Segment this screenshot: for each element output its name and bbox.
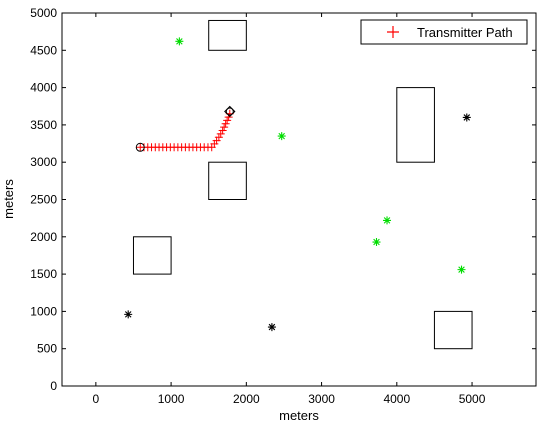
y-tick-label: 2500: [30, 193, 57, 207]
obstacle-rect-3: [132, 236, 172, 275]
green-star-point: [277, 132, 286, 141]
y-tick-label: 3000: [30, 155, 57, 169]
y-tick-label: 4500: [30, 43, 57, 57]
x-tick-label: 1000: [158, 392, 185, 406]
green-star-point: [372, 238, 381, 247]
x-tick-label: 5000: [459, 392, 486, 406]
obstacle-rect-2: [208, 161, 247, 200]
obstacle-rect-4: [396, 87, 435, 163]
x-tick-label: 0: [93, 392, 100, 406]
path-point: [218, 126, 227, 135]
black-star-point: [267, 323, 276, 332]
rectangles-layer: [132, 19, 473, 350]
y-tick-label: 1000: [30, 304, 57, 318]
stars-layer: [124, 37, 471, 332]
legend: Transmitter Path: [360, 19, 528, 45]
green-star-point: [175, 37, 184, 46]
y-tick-label: 1500: [30, 267, 57, 281]
path-end-circle: [225, 107, 234, 116]
x-tick-label: 2000: [233, 392, 260, 406]
transmitter-path-layer: [135, 105, 236, 152]
plot-area: [61, 12, 537, 387]
path-point: [214, 133, 223, 142]
path-point: [221, 119, 230, 128]
green-star-point: [383, 216, 392, 225]
y-tick-label: 0: [50, 379, 57, 393]
path-point: [216, 129, 225, 138]
y-tick-label: 500: [37, 342, 57, 356]
green-star-point: [457, 265, 466, 274]
path-start-circle: [135, 142, 145, 152]
axis-ticks-layer: 0 1000 2000 3000 4000 5000 0 500 1000 1500 2000 250…: [30, 6, 536, 406]
y-tick-label: 5000: [30, 6, 57, 20]
black-star-point: [462, 113, 471, 122]
legend-plus-marker: [387, 26, 399, 38]
black-star-point: [124, 310, 133, 319]
path-point: [220, 123, 229, 132]
obstacle-rect-1: [208, 19, 247, 51]
y-tick-label: 4000: [30, 81, 57, 95]
obstacle-rect-5: [433, 310, 473, 350]
legend-label: Transmitter Path: [417, 25, 513, 40]
y-tick-label: 2000: [30, 230, 57, 244]
x-axis-label: meters: [279, 408, 319, 423]
x-tick-label: 3000: [308, 392, 335, 406]
y-tick-label: 3500: [30, 118, 57, 132]
x-tick-label: 4000: [383, 392, 410, 406]
y-axis-label: meters: [1, 179, 16, 219]
path-point: [223, 116, 232, 125]
